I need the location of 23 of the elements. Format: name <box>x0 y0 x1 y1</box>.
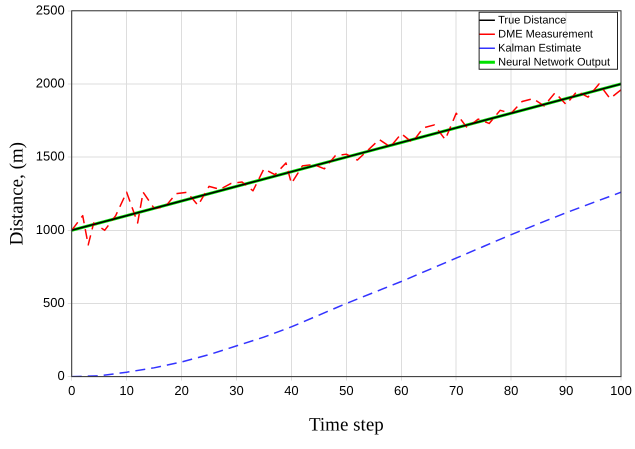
x-tick-label: 90 <box>558 382 574 398</box>
y-axis-title: Distance, (m) <box>6 142 28 246</box>
y-tick-label: 1000 <box>36 222 65 237</box>
x-tick-label: 30 <box>229 382 244 398</box>
legend-label: Kalman Estimate <box>498 42 582 54</box>
x-tick-label: 50 <box>339 382 354 398</box>
x-axis-title: Time step <box>308 414 384 436</box>
y-tick-label: 2000 <box>36 76 65 91</box>
y-tick-label: 0 <box>57 368 65 384</box>
y-tick-label: 2500 <box>36 2 65 18</box>
x-tick-label: 40 <box>284 382 299 398</box>
x-tick-label: 10 <box>119 382 134 398</box>
x-tick-label: 80 <box>504 382 518 398</box>
y-tick-label: 500 <box>43 295 65 310</box>
x-tick-label: 70 <box>448 382 464 398</box>
x-tick-label: 20 <box>174 382 189 398</box>
legend-label: DME Measurement <box>498 28 593 40</box>
x-tick-label: 0 <box>68 382 76 398</box>
legend-label: Neural Network Output <box>498 56 610 68</box>
legend-label: True Distance <box>498 14 566 26</box>
x-tick-label: 60 <box>394 382 409 398</box>
x-tick-label: 100 <box>610 382 632 398</box>
y-tick-label: 1500 <box>36 148 65 164</box>
